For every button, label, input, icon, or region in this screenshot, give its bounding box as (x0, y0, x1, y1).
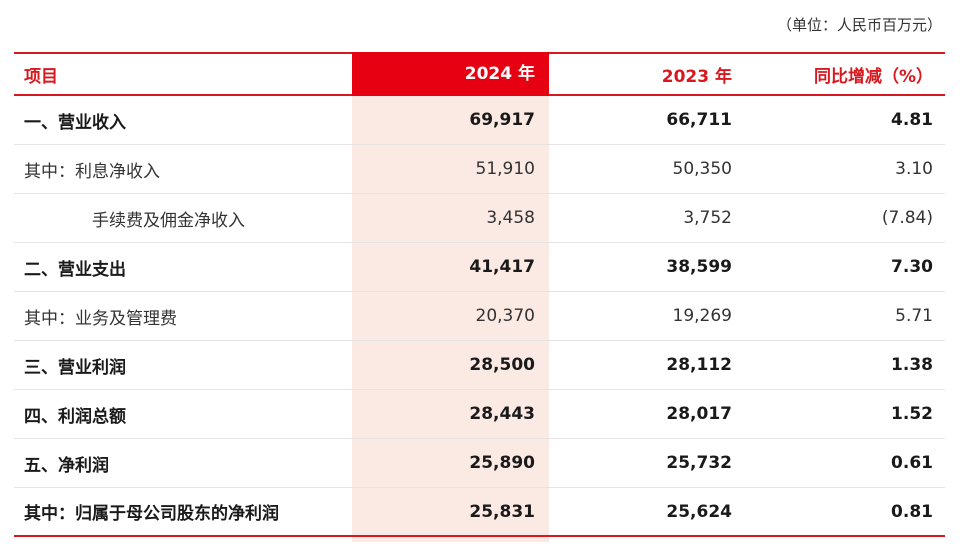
table-row: 二、营业支出 41,417 38,599 7.30 (14, 243, 945, 292)
row-value-2023: 38,599 (666, 257, 732, 277)
row-value-yoy: 1.52 (891, 404, 933, 424)
row-label: 五、净利润 (24, 455, 109, 476)
row-value-2023: 66,711 (666, 110, 732, 130)
row-value-yoy: 5.71 (895, 306, 933, 326)
row-label: 手续费及佣金净收入 (92, 210, 245, 231)
highlight-column-2024 (352, 52, 549, 542)
header-2023: 2023 年 (661, 66, 732, 87)
header-yoy: 同比增减（%） (813, 66, 933, 87)
table-row: 其中：利息净收入 51,910 50,350 3.10 (14, 145, 945, 194)
row-label: 三、营业利润 (24, 357, 126, 378)
table-row: 四、利润总额 28,443 28,017 1.52 (14, 390, 945, 439)
table-row: 五、净利润 25,890 25,732 0.61 (14, 439, 945, 488)
row-value-yoy: (7.84) (881, 208, 933, 228)
row-value-2023: 28,112 (666, 355, 732, 375)
row-value-2024: 41,417 (469, 257, 535, 277)
row-value-yoy: 1.38 (891, 355, 933, 375)
row-label: 二、营业支出 (24, 259, 126, 280)
row-value-yoy: 0.61 (891, 453, 933, 473)
row-value-2024: 25,831 (469, 501, 535, 522)
table-row: 其中：归属于母公司股东的净利润 25,831 25,624 0.81 (14, 488, 945, 537)
header-item: 项目 (24, 66, 58, 87)
row-value-2024: 69,917 (469, 110, 535, 130)
header-2024: 2024 年 (352, 52, 549, 96)
row-value-2024: 51,910 (475, 159, 535, 179)
row-value-yoy: 0.81 (891, 501, 933, 522)
row-value-2023: 3,752 (683, 208, 732, 228)
row-label: 其中：归属于母公司股东的净利润 (24, 504, 279, 524)
row-value-2024: 28,500 (469, 355, 535, 375)
row-value-2024: 3,458 (486, 208, 535, 228)
table-row: 三、营业利润 28,500 28,112 1.38 (14, 341, 945, 390)
table-row: 手续费及佣金净收入 3,458 3,752 (7.84) (14, 194, 945, 243)
row-value-2024: 20,370 (475, 306, 535, 326)
row-value-2023: 25,732 (666, 453, 732, 473)
row-label: 一、营业收入 (24, 112, 126, 133)
table-row: 一、营业收入 69,917 66,711 4.81 (14, 96, 945, 145)
row-label: 其中：业务及管理费 (24, 308, 177, 329)
row-value-2024: 25,890 (469, 453, 535, 473)
row-label: 其中：利息净收入 (24, 161, 160, 182)
unit-note: （单位：人民币百万元） (776, 16, 942, 34)
row-value-2023: 25,624 (666, 501, 732, 522)
row-value-2023: 28,017 (666, 404, 732, 424)
row-value-yoy: 4.81 (891, 110, 933, 130)
row-value-2024: 28,443 (469, 404, 535, 424)
row-value-yoy: 7.30 (891, 257, 933, 277)
table-row: 其中：业务及管理费 20,370 19,269 5.71 (14, 292, 945, 341)
row-value-2023: 50,350 (672, 159, 732, 179)
income-statement-table: 项目 2024 年 2023 年 同比增减（%） 一、营业收入 69,917 6… (14, 52, 945, 542)
row-value-2023: 19,269 (672, 306, 732, 326)
row-label: 四、利润总额 (24, 406, 126, 427)
row-value-yoy: 3.10 (895, 159, 933, 179)
table-header: 项目 2024 年 2023 年 同比增减（%） (14, 52, 945, 96)
